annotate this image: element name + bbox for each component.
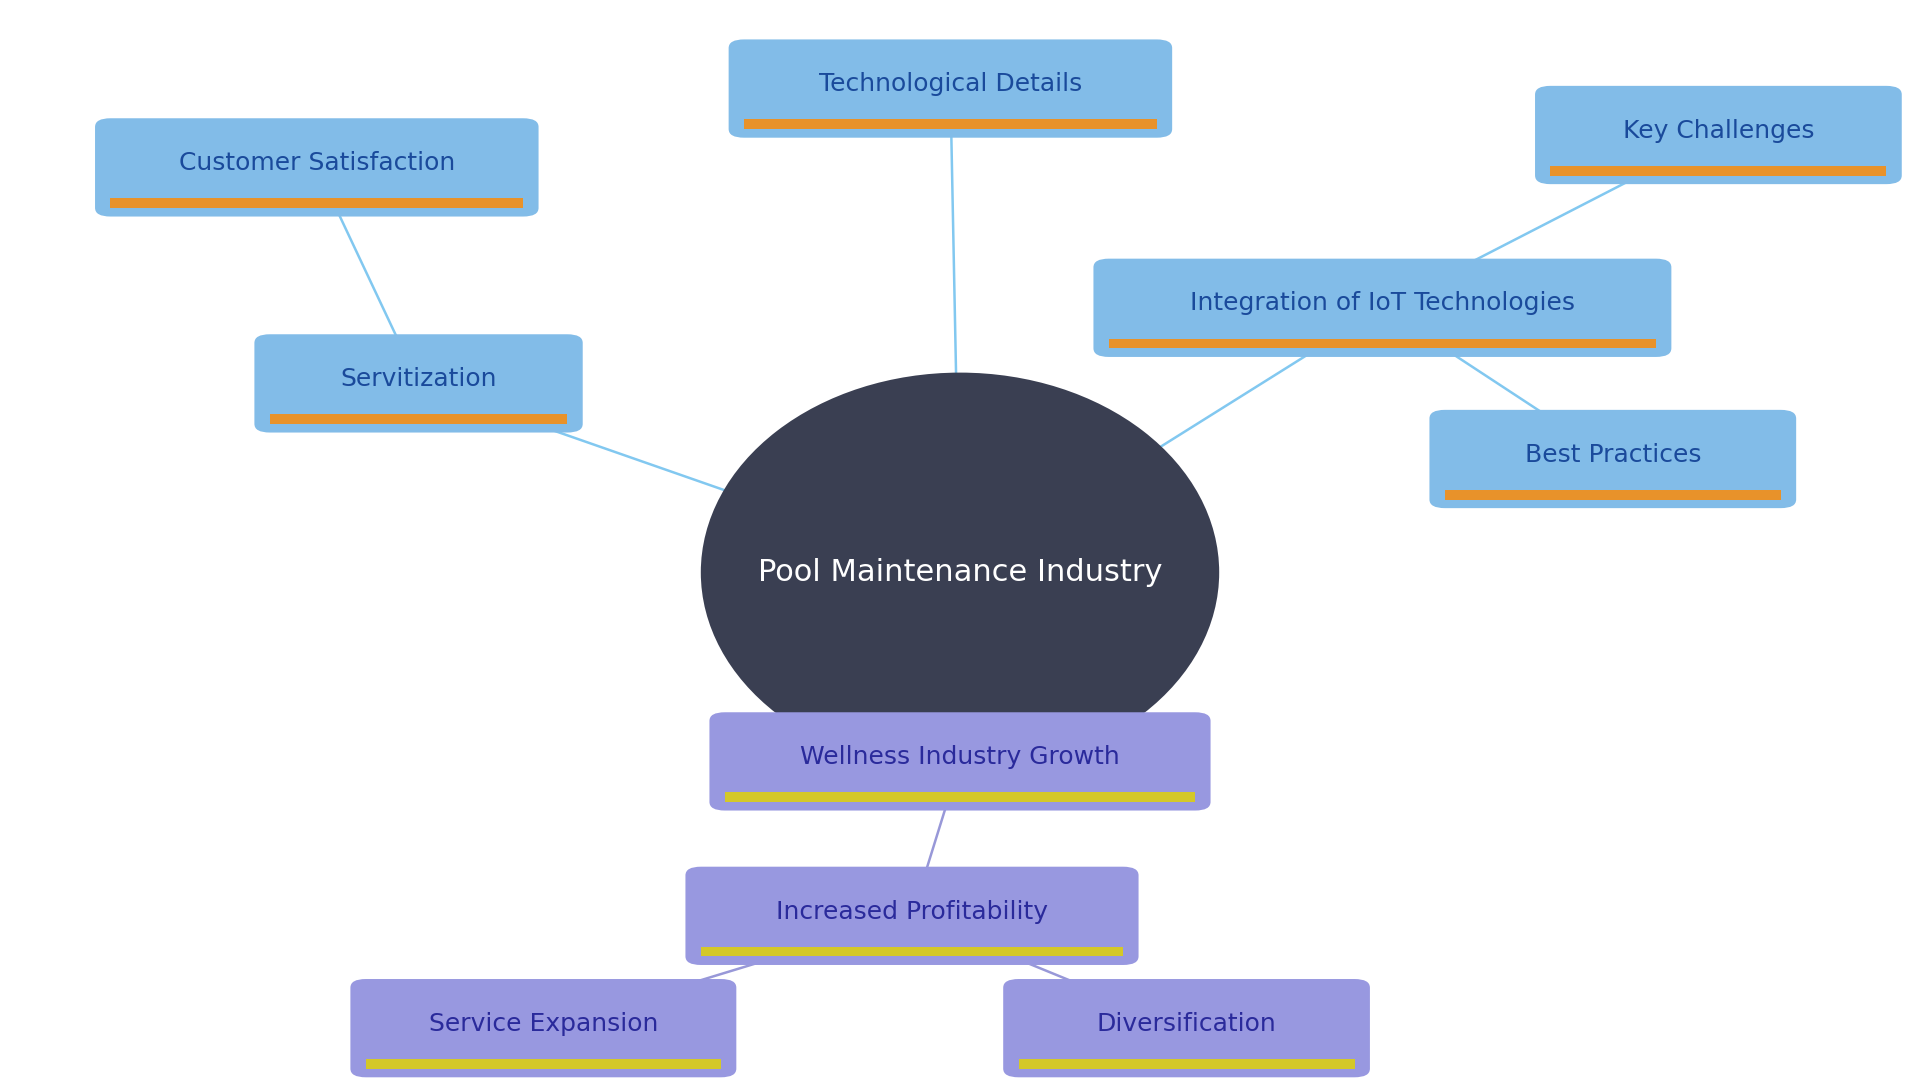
FancyBboxPatch shape bbox=[349, 978, 735, 1078]
Text: Increased Profitability: Increased Profitability bbox=[776, 900, 1048, 923]
Text: Integration of IoT Technologies: Integration of IoT Technologies bbox=[1190, 292, 1574, 315]
Text: Key Challenges: Key Challenges bbox=[1622, 119, 1814, 143]
Text: Customer Satisfaction: Customer Satisfaction bbox=[179, 151, 455, 175]
FancyBboxPatch shape bbox=[1428, 409, 1797, 508]
FancyBboxPatch shape bbox=[730, 39, 1171, 137]
Text: Service Expansion: Service Expansion bbox=[428, 1012, 659, 1036]
Bar bbox=[701, 946, 1123, 957]
Bar bbox=[1551, 165, 1885, 175]
Bar bbox=[724, 792, 1194, 801]
Ellipse shape bbox=[701, 373, 1219, 772]
FancyBboxPatch shape bbox=[1094, 259, 1670, 356]
FancyBboxPatch shape bbox=[1536, 86, 1901, 184]
Bar bbox=[269, 414, 568, 423]
Text: Servitization: Servitization bbox=[340, 367, 497, 391]
FancyBboxPatch shape bbox=[708, 713, 1212, 810]
Bar bbox=[1444, 489, 1782, 499]
Bar bbox=[111, 198, 522, 207]
FancyBboxPatch shape bbox=[1002, 978, 1371, 1078]
Bar bbox=[1018, 1058, 1356, 1069]
FancyBboxPatch shape bbox=[685, 866, 1139, 966]
Bar bbox=[745, 119, 1156, 129]
Text: Best Practices: Best Practices bbox=[1524, 443, 1701, 467]
FancyBboxPatch shape bbox=[253, 335, 584, 432]
Text: Wellness Industry Growth: Wellness Industry Growth bbox=[801, 745, 1119, 769]
FancyBboxPatch shape bbox=[96, 118, 538, 216]
Text: Technological Details: Technological Details bbox=[818, 72, 1083, 96]
Bar bbox=[365, 1058, 720, 1069]
Bar bbox=[1110, 338, 1655, 348]
Text: Diversification: Diversification bbox=[1096, 1012, 1277, 1036]
Text: Pool Maintenance Industry: Pool Maintenance Industry bbox=[758, 558, 1162, 586]
